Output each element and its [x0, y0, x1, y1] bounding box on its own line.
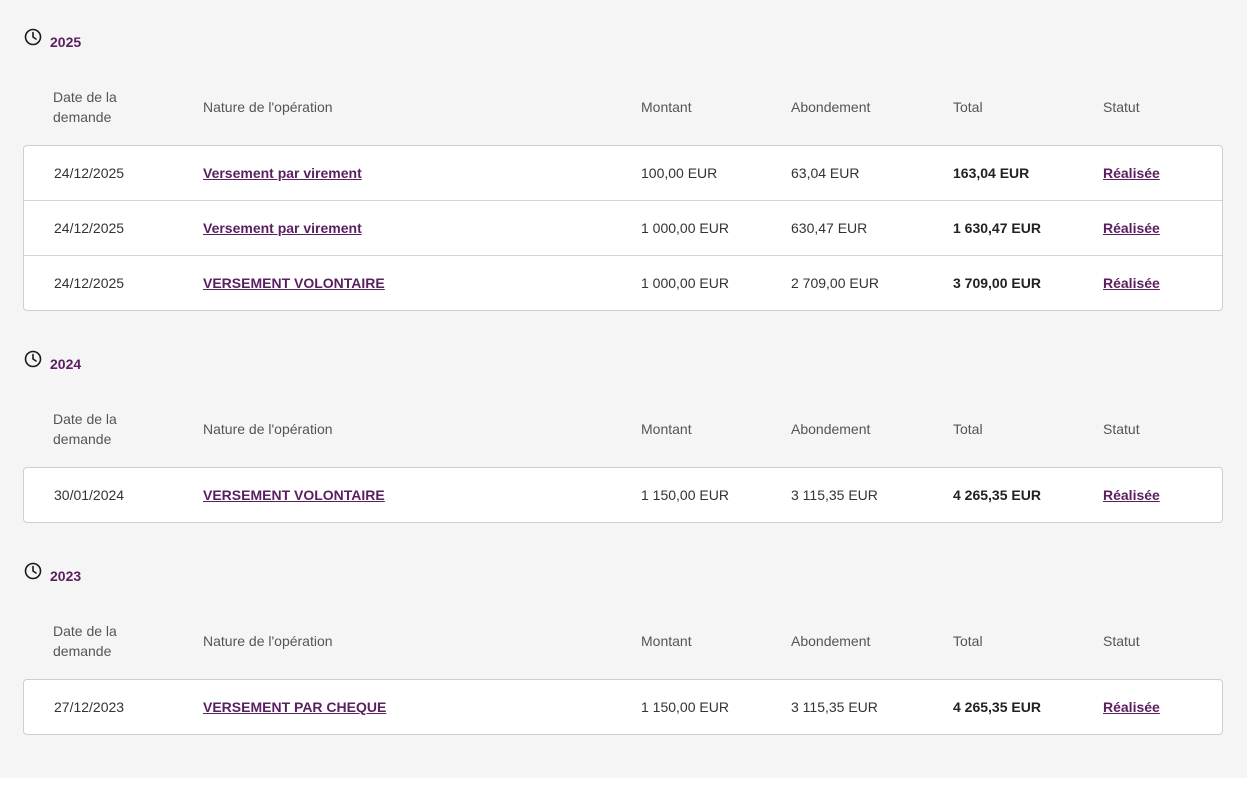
abondement-cell: 3 115,35 EUR	[791, 699, 878, 715]
operation-link[interactable]: Versement par virement	[203, 220, 362, 236]
total-cell: 3 709,00 EUR	[953, 275, 1041, 291]
operation-link[interactable]: VERSEMENT VOLONTAIRE	[203, 275, 385, 291]
date-cell: 24/12/2025	[54, 165, 125, 181]
column-header-total: Total	[953, 99, 983, 115]
year-label: 2024	[50, 356, 82, 372]
operations-table: 30/01/2024 VERSEMENT VOLONTAIRE 1 150,00…	[23, 467, 1223, 523]
date-cell: 27/12/2023	[54, 699, 125, 715]
table-row: 30/01/2024 VERSEMENT VOLONTAIRE 1 150,00…	[24, 468, 1222, 522]
year-header: 2025	[24, 28, 81, 58]
operation-link[interactable]: Versement par virement	[203, 165, 362, 181]
year-header: 2023	[24, 562, 81, 592]
total-cell: 4 265,35 EUR	[953, 487, 1041, 503]
abondement-cell: 2 709,00 EUR	[791, 275, 879, 291]
table-row: 27/12/2023 VERSEMENT PAR CHEQUE 1 150,00…	[24, 680, 1222, 734]
column-header-date: Date de la demande	[53, 623, 117, 659]
column-header-montant: Montant	[641, 99, 692, 115]
status-link[interactable]: Réalisée	[1103, 220, 1160, 236]
status-link[interactable]: Réalisée	[1103, 487, 1160, 503]
status-link[interactable]: Réalisée	[1103, 165, 1160, 181]
table-row: 24/12/2025 VERSEMENT VOLONTAIRE 1 000,00…	[24, 255, 1222, 310]
column-header-abondement: Abondement	[791, 99, 871, 115]
clock-icon	[24, 562, 42, 580]
column-header-statut: Statut	[1103, 421, 1140, 437]
abondement-cell: 3 115,35 EUR	[791, 487, 878, 503]
column-header-statut: Statut	[1103, 633, 1140, 649]
column-header-nature: Nature de l'opération	[203, 421, 333, 437]
clock-icon	[24, 28, 42, 46]
status-link[interactable]: Réalisée	[1103, 699, 1160, 715]
abondement-cell: 630,47 EUR	[791, 220, 868, 236]
year-header: 2024	[24, 350, 81, 380]
column-header-total: Total	[953, 421, 983, 437]
date-cell: 30/01/2024	[54, 487, 125, 503]
column-header-date: Date de la demande	[53, 89, 117, 125]
column-header-total: Total	[953, 633, 983, 649]
abondement-cell: 63,04 EUR	[791, 165, 860, 181]
table-row: 24/12/2025 Versement par virement 100,00…	[24, 146, 1222, 200]
column-header-abondement: Abondement	[791, 421, 871, 437]
date-cell: 24/12/2025	[54, 275, 125, 291]
column-header-montant: Montant	[641, 633, 692, 649]
montant-cell: 100,00 EUR	[641, 165, 718, 181]
clock-icon	[24, 350, 42, 368]
total-cell: 163,04 EUR	[953, 165, 1030, 181]
total-cell: 1 630,47 EUR	[953, 220, 1041, 236]
column-header-nature: Nature de l'opération	[203, 99, 333, 115]
operations-table: 27/12/2023 VERSEMENT PAR CHEQUE 1 150,00…	[23, 679, 1223, 735]
table-row: 24/12/2025 Versement par virement 1 000,…	[24, 200, 1222, 255]
status-link[interactable]: Réalisée	[1103, 275, 1160, 291]
operations-table: 24/12/2025 Versement par virement 100,00…	[23, 145, 1223, 311]
year-label: 2025	[50, 34, 82, 50]
operation-link[interactable]: VERSEMENT PAR CHEQUE	[203, 699, 387, 715]
montant-cell: 1 150,00 EUR	[641, 699, 729, 715]
date-cell: 24/12/2025	[54, 220, 125, 236]
column-header-statut: Statut	[1103, 99, 1140, 115]
montant-cell: 1 000,00 EUR	[641, 275, 729, 291]
operation-link[interactable]: VERSEMENT VOLONTAIRE	[203, 487, 385, 503]
column-header-nature: Nature de l'opération	[203, 633, 333, 649]
column-header-abondement: Abondement	[791, 633, 871, 649]
total-cell: 4 265,35 EUR	[953, 699, 1041, 715]
montant-cell: 1 000,00 EUR	[641, 220, 729, 236]
year-label: 2023	[50, 568, 82, 584]
montant-cell: 1 150,00 EUR	[641, 487, 729, 503]
column-header-montant: Montant	[641, 421, 692, 437]
column-header-date: Date de la demande	[53, 411, 117, 447]
